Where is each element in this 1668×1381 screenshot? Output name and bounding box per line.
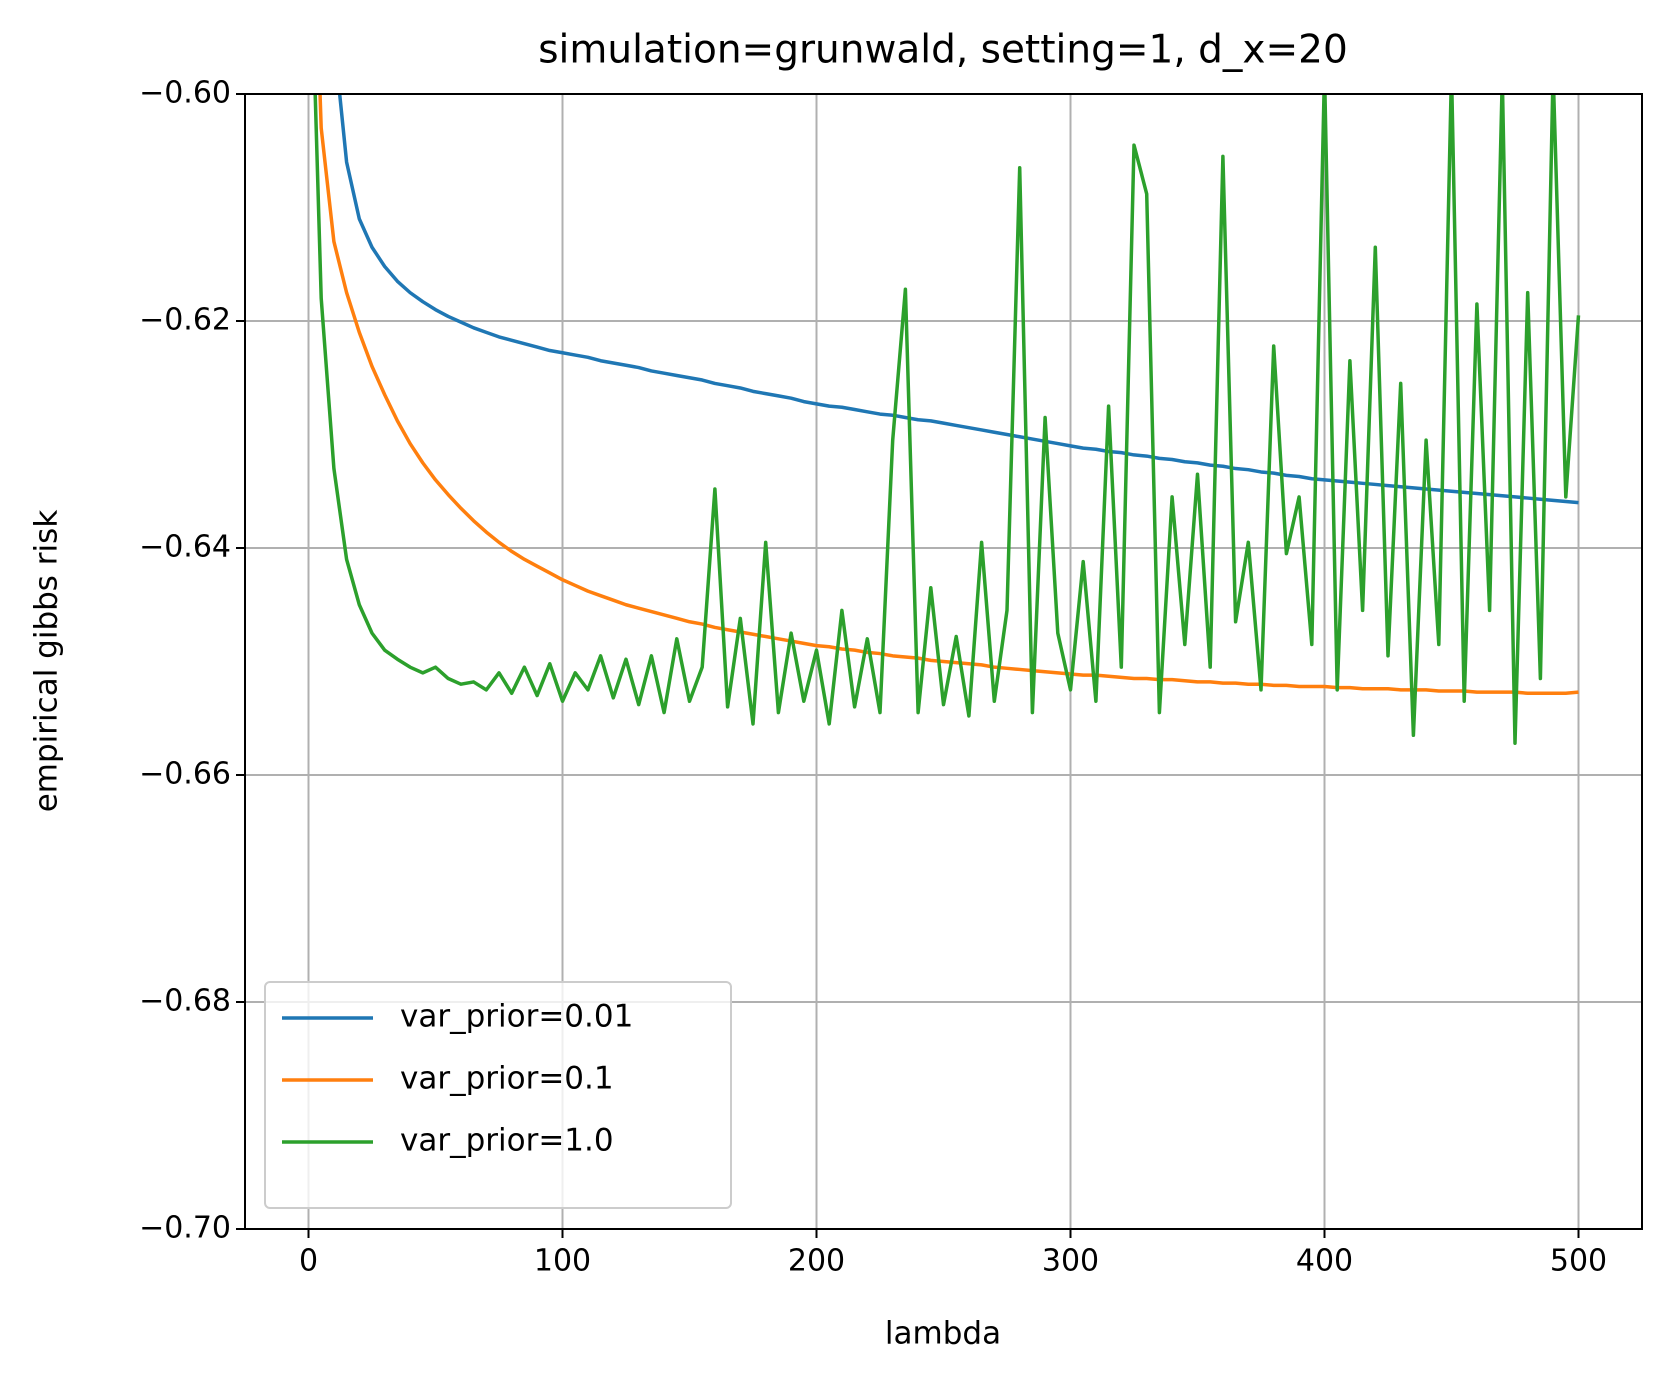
x-tick-label: 200 <box>788 1244 845 1279</box>
y-tick-label: −0.64 <box>139 530 231 565</box>
series-line <box>337 94 1579 505</box>
legend-label: var_prior=1.0 <box>400 1123 614 1159</box>
plot-frame <box>244 93 1643 1230</box>
plot-lines <box>313 94 1581 745</box>
y-tick-label: −0.68 <box>139 984 231 1019</box>
y-tick-label: −0.60 <box>139 76 231 111</box>
legend-label: var_prior=0.1 <box>400 1061 614 1097</box>
x-axis-label: lambda <box>885 1316 1001 1352</box>
x-tick-label: 300 <box>1042 1244 1099 1279</box>
y-axis-label: empirical gibbs risk <box>29 510 65 813</box>
ticks: 0 100 200 300 400 500 −0.70 −0.68 −0.66 −0.64 −0.6… <box>139 76 1607 1279</box>
series-line <box>313 94 1581 745</box>
legend: var_prior=0.01 var_prior=0.1 var_prior=1.0 <box>264 981 732 1209</box>
x-tick-label: 100 <box>534 1244 591 1279</box>
x-tick-label: 0 <box>299 1244 318 1279</box>
x-tick-label: 400 <box>1296 1244 1353 1279</box>
y-tick-label: −0.66 <box>139 757 231 792</box>
series-line <box>318 94 1579 696</box>
y-tick-label: −0.70 <box>139 1211 231 1246</box>
legend-label: var_prior=0.01 <box>400 999 633 1035</box>
x-tick-label: 500 <box>1550 1244 1607 1279</box>
legend-box <box>264 981 732 1209</box>
chart-title: simulation=grunwald, setting=1, d_x=20 <box>538 28 1348 73</box>
y-tick-label: −0.62 <box>139 303 231 338</box>
